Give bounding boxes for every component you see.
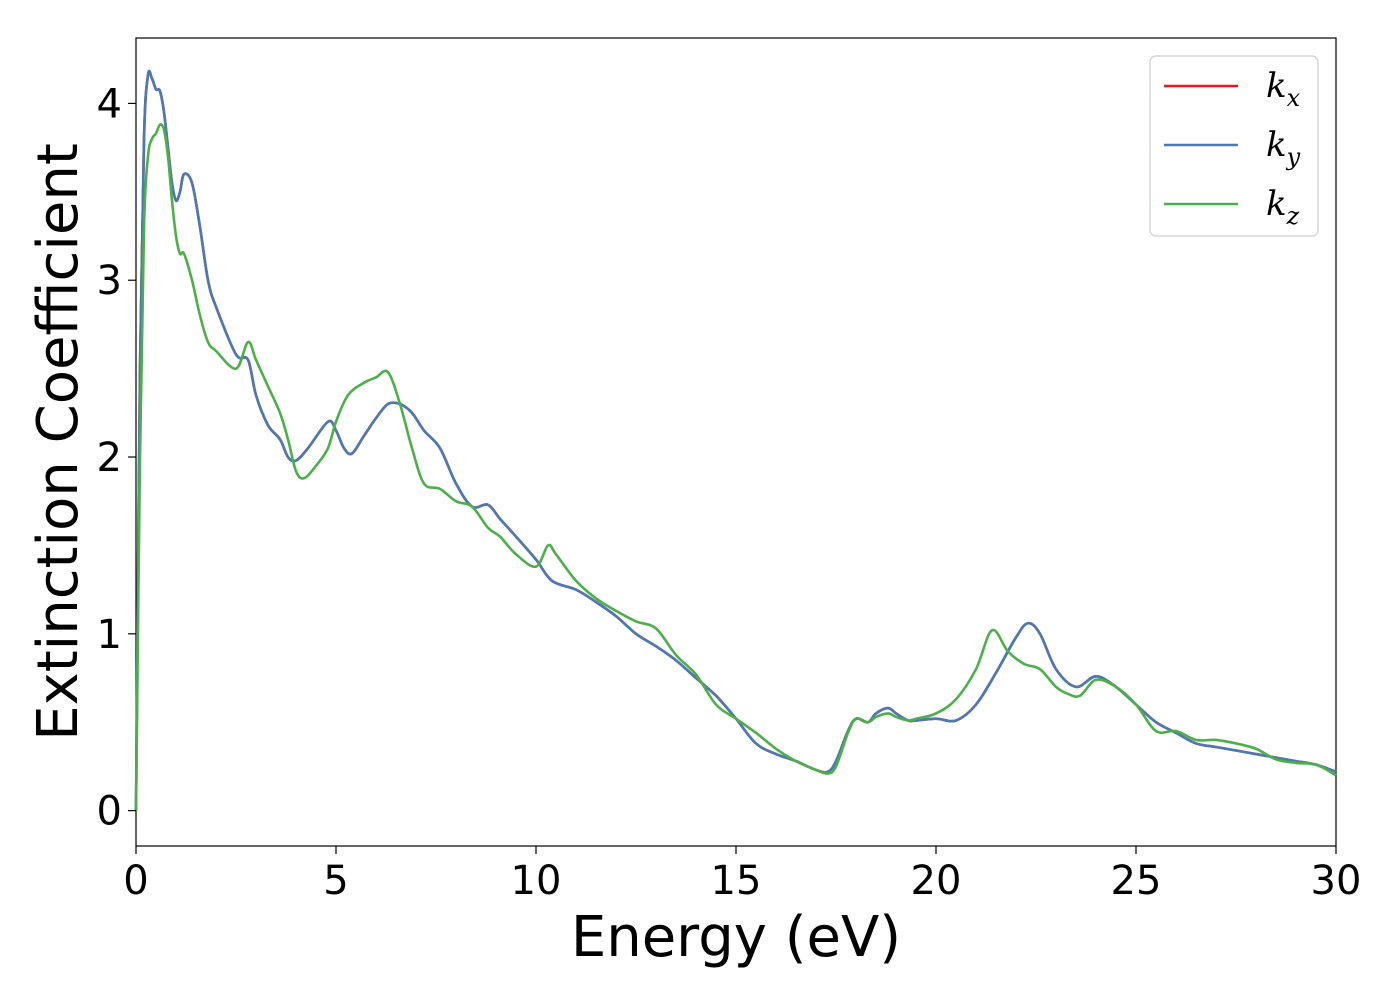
x-tick-label: 15 <box>711 858 762 904</box>
series-line-z <box>134 123 1337 811</box>
y-tick-label: 4 <box>97 81 122 127</box>
series-layer <box>134 69 1337 811</box>
legend-label-y: ky <box>1266 125 1301 171</box>
y-tick-label: 3 <box>97 258 122 304</box>
legend-label-x: kx <box>1266 66 1301 112</box>
x-axis-label: Energy (eV) <box>571 905 901 970</box>
y-axis-ticks: 0 1 2 3 4 <box>97 81 136 835</box>
x-tick-label: 25 <box>1111 858 1162 904</box>
x-tick-label: 0 <box>123 858 148 904</box>
x-tick-label: 20 <box>911 858 962 904</box>
x-tick-label: 30 <box>1311 858 1362 904</box>
y-tick-label: 0 <box>97 789 122 835</box>
x-tick-label: 5 <box>323 858 348 904</box>
y-axis-label: Extinction Coefficient <box>26 143 91 741</box>
x-axis-ticks: 0 5 10 15 20 25 30 <box>123 846 1361 904</box>
y-tick-label: 2 <box>97 435 122 481</box>
series-line-y <box>134 69 1337 811</box>
x-tick-label: 10 <box>511 858 562 904</box>
y-tick-label: 1 <box>97 612 122 658</box>
